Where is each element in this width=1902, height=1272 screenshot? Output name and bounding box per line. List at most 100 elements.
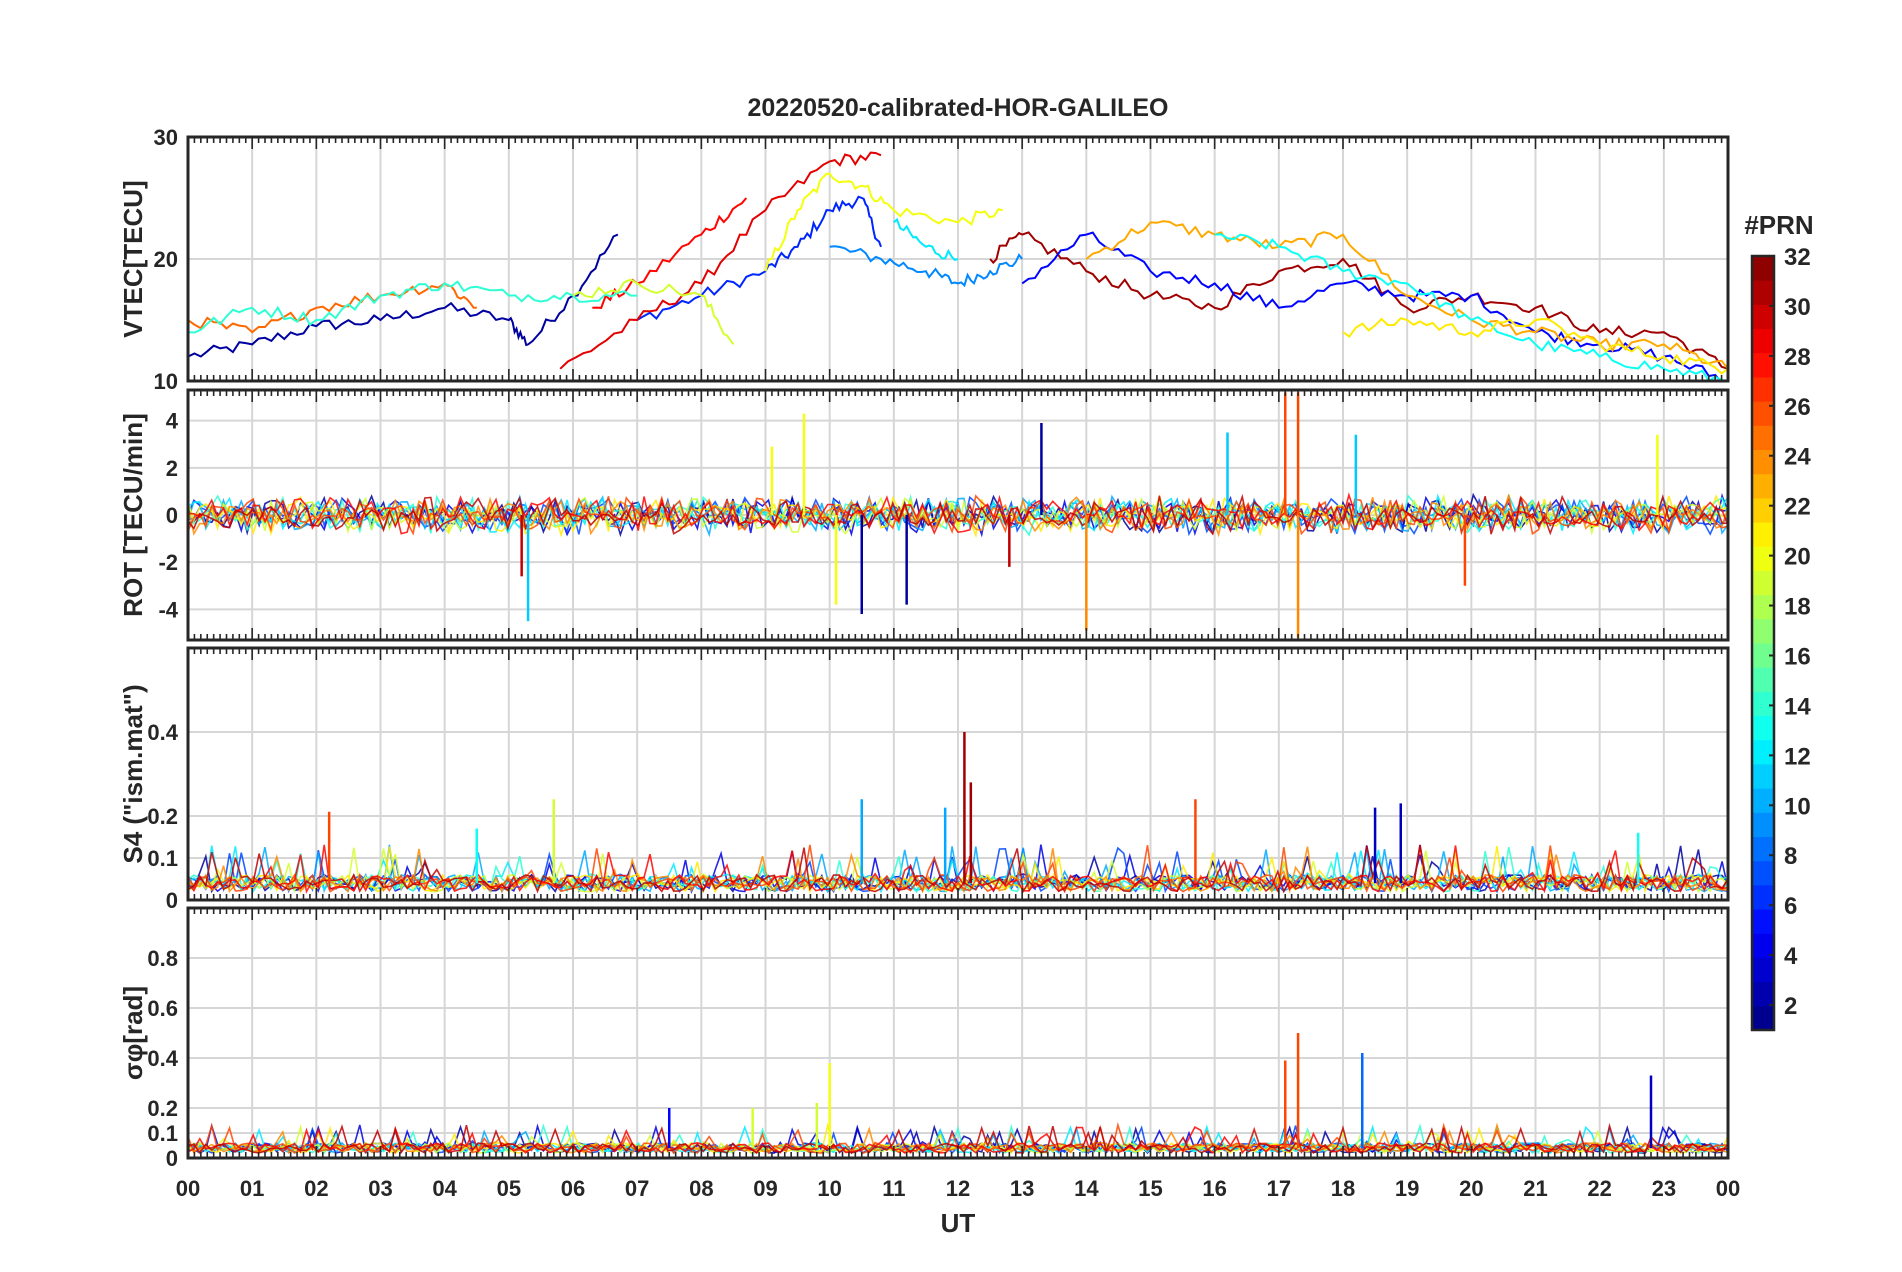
noise-series [188, 844, 1728, 894]
panel-vtec: 10 20 30 VTEC[TECU] [118, 125, 1730, 394]
colorbar-tick-label: 12 [1784, 743, 1811, 770]
x-tick-label: 03 [368, 1176, 392, 1201]
y-tick-label: 0.8 [147, 946, 178, 971]
y-tick-label: 0.2 [147, 804, 178, 829]
y-tick-label: 0.4 [147, 720, 178, 745]
x-tick-label: 23 [1652, 1176, 1676, 1201]
x-tick-label: 08 [689, 1176, 713, 1201]
series-line [1214, 233, 1728, 381]
figure-title: 20220520-calibrated-HOR-GALILEO [748, 94, 1169, 122]
colorbar-segment [1752, 691, 1774, 717]
y-tick-label: 10 [154, 369, 178, 394]
y-axis-label: S4 ("ism.mat") [118, 684, 148, 863]
y-tick-label: 0 [166, 503, 178, 528]
noise-series [188, 844, 1728, 894]
axes-frame [186, 388, 1730, 642]
y-tick-label: 2 [166, 456, 178, 481]
colorbar-segment [1752, 643, 1774, 668]
x-tick-label: 14 [1074, 1176, 1099, 1201]
series-line [1085, 220, 1728, 370]
x-tick-label: 16 [1202, 1176, 1226, 1201]
x-tick-label: 20 [1459, 1176, 1483, 1201]
colorbar-tick-label: 14 [1784, 693, 1811, 720]
noise-series [188, 493, 1728, 536]
colorbar-segment [1752, 715, 1774, 741]
x-tick-label: 10 [817, 1176, 841, 1201]
colorbar-segment [1752, 473, 1774, 499]
x-tick-labels: 00 01 02 03 04 05 06 07 08 09 10 11 12 13 14 15 16 17 18 19… [176, 1176, 1740, 1201]
x-tick-label: 22 [1587, 1176, 1611, 1201]
series-line [1342, 317, 1728, 375]
colorbar-segment [1752, 933, 1774, 958]
axes-frame [186, 646, 1730, 902]
x-tick-label: 15 [1138, 1176, 1162, 1201]
y-axis-label: ROT [TECU/min] [118, 413, 148, 617]
colorbar-segment [1752, 449, 1774, 475]
series-line [188, 233, 619, 358]
colorbar-segment [1752, 522, 1774, 547]
x-tick-label: 18 [1331, 1176, 1355, 1201]
series-line [764, 172, 1004, 272]
x-tick-label: 01 [240, 1176, 264, 1201]
colorbar-frame [1750, 254, 1776, 1032]
colorbar-segment [1752, 788, 1774, 813]
colorbar-tick-label: 16 [1784, 643, 1811, 670]
colorbar-tick-label: 30 [1784, 294, 1811, 321]
colorbar-segment [1752, 256, 1774, 281]
colorbar-segment [1752, 546, 1774, 571]
colorbar-tick-label: 6 [1784, 893, 1797, 920]
x-axis-label: UT [941, 1208, 976, 1238]
noise-series [188, 492, 1728, 535]
colorbar-segment [1752, 352, 1774, 378]
colorbar-segment [1752, 280, 1774, 305]
x-tick-label: 21 [1523, 1176, 1547, 1201]
series-line [1021, 231, 1728, 381]
colorbar-segment [1752, 570, 1774, 596]
colorbar-tick-label: 2 [1784, 993, 1797, 1020]
y-tick-label: 0.1 [147, 1121, 178, 1146]
axes-frame [186, 135, 1730, 383]
y-tick-label: 0 [166, 1146, 178, 1171]
x-tick-label: 07 [625, 1176, 649, 1201]
colorbar-segment [1752, 401, 1774, 426]
colorbar-segment [1752, 884, 1774, 910]
y-tick-label: 4 [166, 409, 179, 434]
colorbar-segment [1752, 618, 1774, 644]
colorbar-segment [1752, 909, 1774, 934]
colorbar-segment [1752, 957, 1774, 983]
noise-series [188, 494, 1728, 539]
colorbar-segment [1752, 1005, 1774, 1031]
y-tick-label: -2 [158, 550, 178, 575]
y-tick-label: 0.6 [147, 996, 178, 1021]
series-line [989, 231, 1728, 370]
x-tick-label: 19 [1395, 1176, 1419, 1201]
colorbar-segment [1752, 860, 1774, 886]
noise-series [188, 847, 1728, 894]
panel-s4: 0 0.1 0.2 0.4S4 ("ism.mat") [118, 646, 1730, 913]
y-tick-label: -4 [158, 597, 178, 622]
panel-rot: -4 -2 0 2 4 ROT [TECU/min] [118, 388, 1730, 642]
y-tick-label: 30 [154, 125, 178, 150]
x-tick-label: 09 [753, 1176, 777, 1201]
colorbar-tick-label: 26 [1784, 394, 1811, 421]
colorbar-segment [1752, 304, 1774, 330]
colorbar-tick-label: 28 [1784, 344, 1811, 371]
x-tick-label: 17 [1267, 1176, 1291, 1201]
axes-frame [186, 906, 1730, 1160]
x-tick-label: 00 [176, 1176, 200, 1201]
x-tick-label: 02 [304, 1176, 328, 1201]
colorbar-segment [1752, 594, 1774, 620]
colorbar-segment [1752, 812, 1774, 837]
y-axis-label: VTEC[TECU] [118, 180, 148, 337]
colorbar-tick-label: 4 [1784, 943, 1798, 970]
x-tick-label: 12 [946, 1176, 970, 1201]
colorbar-segment [1752, 425, 1774, 450]
y-tick-label: 20 [154, 247, 178, 272]
colorbar-tick-label: 24 [1784, 444, 1811, 471]
noise-series [188, 494, 1728, 536]
colorbar-segment [1752, 763, 1774, 789]
colorbar-tick-label: 10 [1784, 793, 1811, 820]
